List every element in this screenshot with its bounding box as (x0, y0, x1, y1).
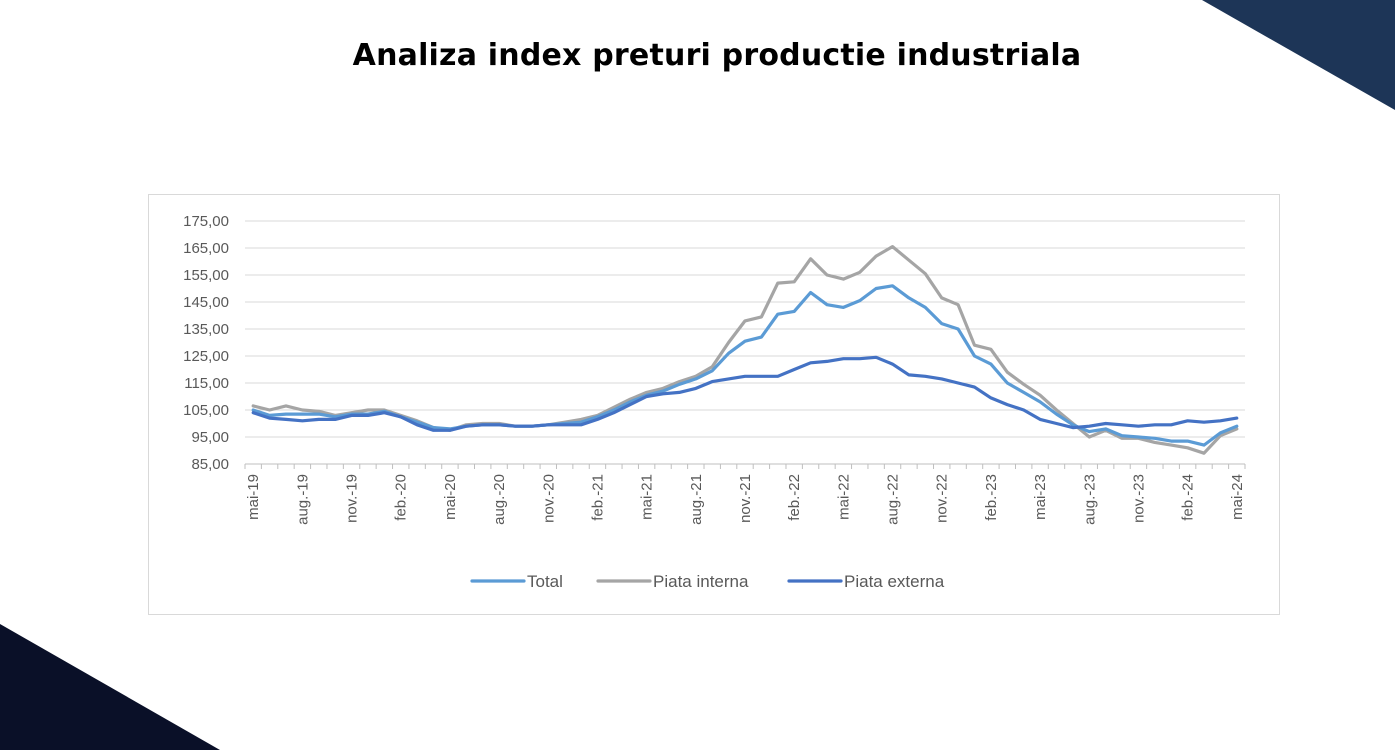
series-line-piata-interna (251, 244, 1239, 455)
x-tick-label: mai-23 (1032, 474, 1049, 520)
x-tick-label: feb.-24 (1180, 474, 1197, 521)
x-tick-label: nov.-22 (934, 474, 951, 523)
gridlines (245, 220, 1245, 438)
x-tick-label: aug.-19 (294, 474, 311, 525)
y-tick-label: 175,00 (183, 213, 229, 230)
x-tick-label: aug.-21 (688, 474, 705, 525)
legend-label: Piata externa (844, 572, 945, 591)
corner-decoration-bottom-left (0, 624, 220, 750)
legend-label: Total (527, 572, 563, 591)
x-tick-label: mai-21 (639, 474, 656, 520)
x-tick-label: aug.-23 (1081, 474, 1098, 525)
x-tick-label: nov.-19 (344, 474, 361, 523)
y-tick-label: 105,00 (183, 402, 229, 419)
y-tick-label: 95,00 (191, 429, 229, 446)
x-tick-label: nov.-20 (540, 474, 557, 523)
x-tick-label: mai-24 (1229, 474, 1246, 520)
chart-container: 85,00 95,00 105,00 115,00 125,00 135,00 145,00… (148, 194, 1280, 615)
line-chart: 85,00 95,00 105,00 115,00 125,00 135,00 145,00… (183, 213, 1246, 591)
x-tick-label: aug.-20 (491, 474, 508, 525)
y-tick-label: 125,00 (183, 348, 229, 365)
y-tick-label: 115,00 (184, 375, 229, 392)
series-lines (251, 244, 1239, 455)
x-tick-label: feb.-23 (983, 474, 1000, 521)
y-tick-label: 85,00 (191, 456, 229, 473)
x-tick-label: feb.-20 (393, 474, 410, 521)
x-tick-label: nov.-23 (1130, 474, 1147, 523)
x-tick-label: mai-20 (442, 474, 459, 520)
x-tick-label: feb.-21 (589, 474, 606, 521)
x-tick-label: nov.-21 (737, 474, 754, 523)
x-tick-label: mai-22 (835, 474, 852, 520)
legend-label: Piata interna (653, 572, 749, 591)
series-line-piata-externa (251, 355, 1239, 432)
corner-decoration-top-right (1202, 0, 1395, 110)
legend-item-piata-externa: Piata externa (787, 572, 945, 591)
y-tick-label: 135,00 (183, 321, 229, 338)
x-axis: mai-19 aug.-19 nov.-19 feb.-20 mai-20 aug.-20… (244, 463, 1246, 525)
legend: Total Piata interna Piata externa (470, 572, 945, 591)
y-tick-label: 165,00 (183, 240, 229, 257)
page-title: Analiza index preturi productie industri… (352, 38, 1082, 73)
x-tick-label: feb.-22 (786, 474, 803, 521)
legend-item-piata-interna: Piata interna (596, 572, 749, 591)
x-tick-label: aug.-22 (885, 474, 902, 525)
x-tick-label: mai-19 (245, 474, 262, 520)
y-tick-label: 155,00 (183, 267, 229, 284)
series-line-total (251, 284, 1239, 447)
y-axis-ticks: 85,00 95,00 105,00 115,00 125,00 135,00 145,00… (183, 213, 229, 473)
y-tick-label: 145,00 (183, 294, 229, 311)
legend-item-total: Total (470, 572, 563, 591)
